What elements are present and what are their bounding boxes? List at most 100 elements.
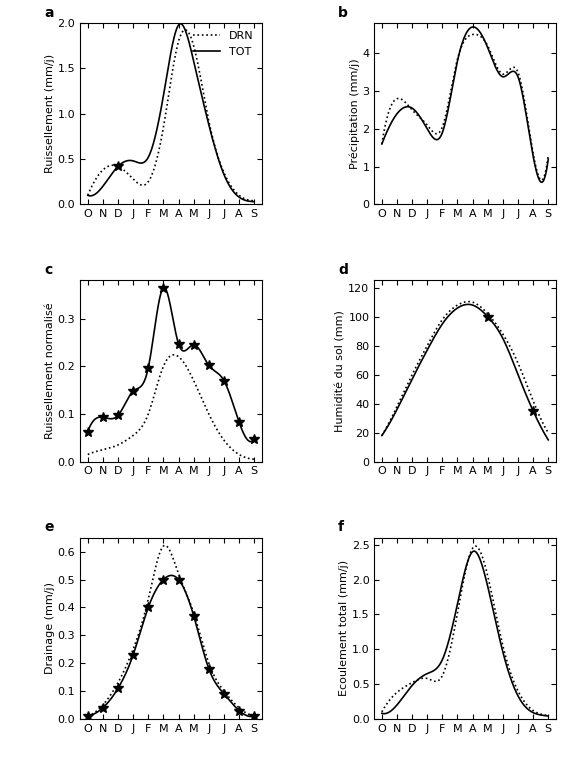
TOT <box>481 568 488 577</box>
DRN <box>84 711 91 720</box>
DRN <box>236 191 242 200</box>
DRN <box>171 350 178 359</box>
TOT <box>85 191 92 200</box>
DRN <box>225 441 232 451</box>
TOT <box>519 382 526 391</box>
TOT <box>225 695 232 704</box>
Line: DRN: DRN <box>382 301 548 435</box>
Y-axis label: Humidité du sol (mm): Humidité du sol (mm) <box>336 310 346 432</box>
DRN <box>236 703 242 713</box>
DRN <box>472 541 479 550</box>
DRN <box>84 191 91 200</box>
TOT <box>481 35 488 44</box>
Text: a: a <box>44 5 53 19</box>
DRN <box>184 591 191 601</box>
Line: DRN: DRN <box>88 546 254 716</box>
DRN <box>465 297 472 306</box>
TOT <box>225 386 232 396</box>
TOT <box>248 437 254 446</box>
TOT <box>379 430 386 439</box>
TOT <box>183 591 190 600</box>
Y-axis label: Drainage (mm/j): Drainage (mm/j) <box>45 582 55 674</box>
TOT <box>85 425 92 434</box>
DRN <box>478 32 485 42</box>
TOT <box>168 570 175 580</box>
DRN <box>187 31 194 40</box>
DRN <box>162 541 168 550</box>
Line: TOT: TOT <box>382 551 548 716</box>
DRN <box>184 26 191 36</box>
Text: e: e <box>44 520 53 534</box>
Line: TOT: TOT <box>88 575 254 717</box>
DRN <box>530 706 537 715</box>
DRN <box>545 428 552 438</box>
TOT <box>530 708 537 717</box>
Line: DRN: DRN <box>382 546 548 715</box>
DRN <box>530 397 537 406</box>
TOT <box>478 559 485 568</box>
Line: DRN: DRN <box>88 30 254 201</box>
TOT <box>519 90 526 100</box>
DRN <box>251 711 258 720</box>
Y-axis label: Ecoulement total (mm/j): Ecoulement total (mm/j) <box>339 560 349 696</box>
DRN <box>183 363 190 372</box>
DRN <box>85 189 92 199</box>
TOT <box>477 305 484 315</box>
TOT <box>184 32 191 41</box>
DRN <box>225 177 232 186</box>
DRN <box>251 196 258 206</box>
DRN <box>477 302 484 312</box>
DRN <box>379 707 386 716</box>
DRN <box>183 590 190 599</box>
DRN <box>379 136 386 145</box>
TOT <box>519 699 526 708</box>
Legend: DRN, TOT: DRN, TOT <box>190 29 256 59</box>
DRN <box>477 32 484 41</box>
TOT <box>470 22 477 32</box>
DRN <box>183 26 190 35</box>
DRN <box>85 450 92 459</box>
TOT <box>177 19 184 29</box>
TOT <box>477 29 484 38</box>
DRN <box>519 369 526 379</box>
DRN <box>251 455 258 464</box>
Line: DRN: DRN <box>88 355 254 459</box>
TOT <box>378 139 385 148</box>
DRN <box>481 305 488 315</box>
DRN <box>236 450 242 459</box>
TOT <box>84 191 91 200</box>
DRN <box>85 711 92 720</box>
DRN <box>187 598 194 608</box>
TOT <box>379 709 386 718</box>
DRN <box>379 430 386 439</box>
Y-axis label: Ruissellement normalisé: Ruissellement normalisé <box>45 303 55 439</box>
DRN <box>477 548 484 557</box>
TOT <box>183 30 190 39</box>
TOT <box>251 197 258 206</box>
TOT <box>160 283 167 292</box>
Text: d: d <box>338 263 348 277</box>
DRN <box>225 692 232 701</box>
TOT <box>187 342 194 351</box>
TOT <box>545 155 552 164</box>
DRN <box>530 149 537 158</box>
TOT <box>184 345 191 354</box>
Line: DRN: DRN <box>382 34 548 180</box>
DRN <box>545 151 552 160</box>
TOT <box>187 42 194 51</box>
TOT <box>530 152 537 162</box>
DRN <box>182 26 189 35</box>
TOT <box>538 178 545 187</box>
TOT <box>477 557 484 567</box>
DRN <box>478 550 485 559</box>
Text: c: c <box>44 263 52 277</box>
DRN <box>519 695 526 704</box>
DRN <box>472 29 478 39</box>
TOT <box>251 711 258 720</box>
Text: b: b <box>338 5 348 19</box>
TOT <box>378 431 385 440</box>
TOT <box>248 712 255 721</box>
TOT <box>251 434 258 444</box>
DRN <box>187 369 194 378</box>
TOT <box>478 306 485 315</box>
